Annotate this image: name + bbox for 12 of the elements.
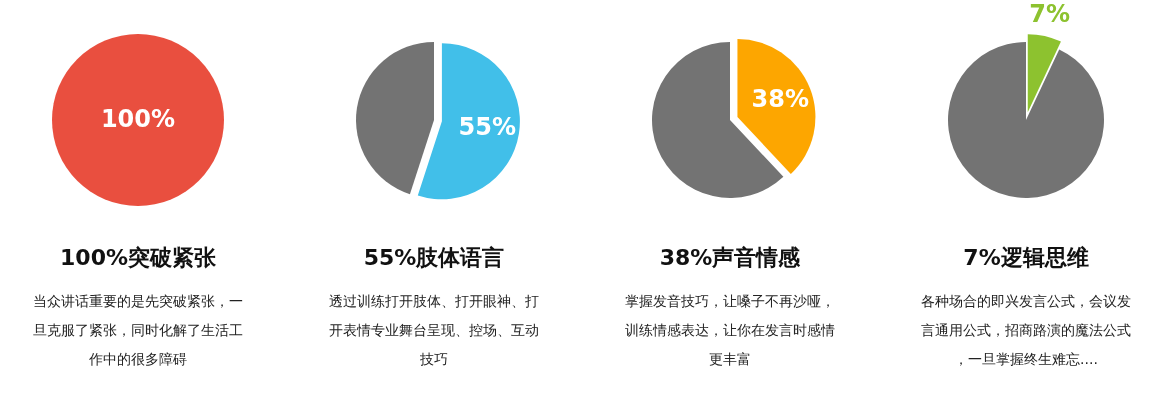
text: 38%声音情感 [659,245,802,270]
text: 100%突破紧张 [60,245,217,270]
text: 透过训练打开肢体、打开眼神、打开表情专业舞台呈现、控场、互动技巧 [329,293,539,367]
data-label: 100% [100,105,176,133]
data-label: 38% [751,85,809,114]
data-label: 55% [458,113,517,142]
text: 各种场合的即兴发言公式，会议发言通用公式，招商路演的魔法公式，一旦掌握终生难忘.... [921,293,1131,367]
text: 当众讲话重要的是先突破紧张，一旦克服了紧张，同时化解了生活工作中的很多障碍 [33,293,243,367]
data-label: 7% [1029,0,1070,28]
text: 掌握发音技巧，让嗓子不再沙哑，训练情感表达，让你在发言时感情更丰富 [625,293,835,367]
text: 55%肢体语言 [363,245,505,270]
text: 7%逻辑思维 [963,245,1089,270]
